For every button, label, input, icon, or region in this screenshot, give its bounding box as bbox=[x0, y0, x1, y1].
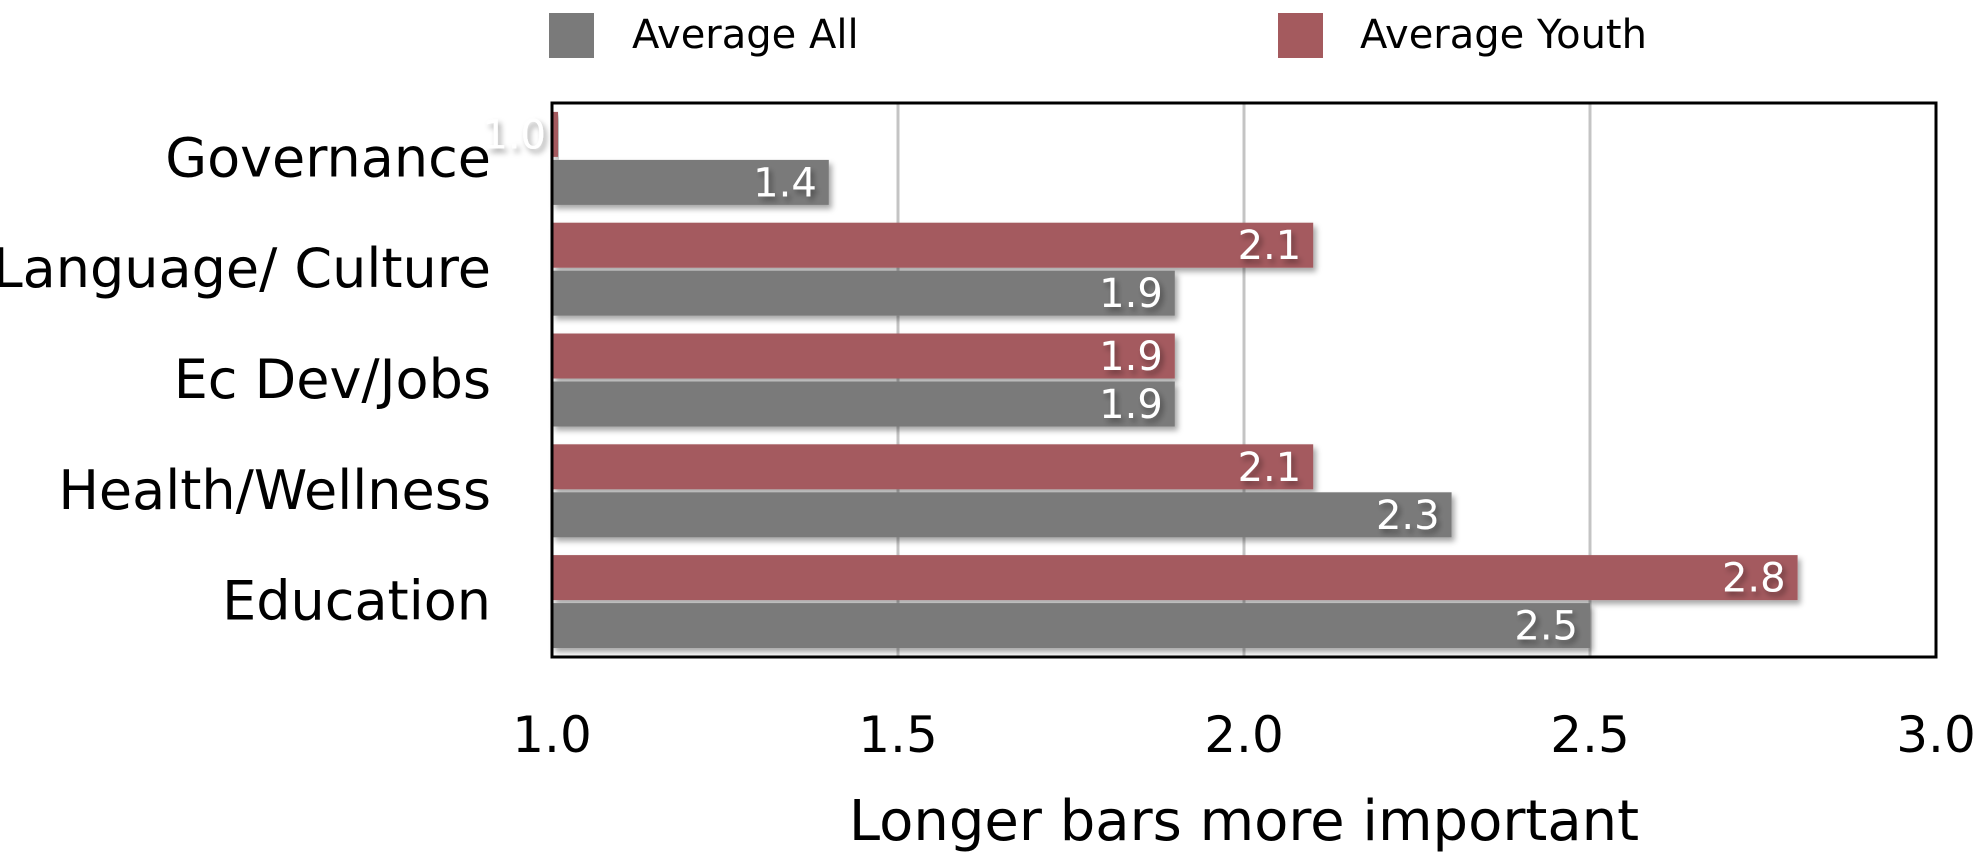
bar-value-average-youth-education: 2.8 bbox=[1722, 556, 1786, 602]
bar-value-average-all-ec-dev-jobs: 1.9 bbox=[1099, 382, 1163, 428]
legend: Average All Average Youth bbox=[549, 12, 1647, 58]
bar-value-average-youth-language-culture: 2.1 bbox=[1238, 223, 1302, 269]
legend-label-average-youth: Average Youth bbox=[1360, 12, 1647, 58]
category-label-health-wellness: Health/Wellness bbox=[58, 459, 491, 522]
category-label-education: Education bbox=[222, 570, 491, 633]
bar-average-all-governance bbox=[552, 159, 829, 205]
bar-labels: 1.01.42.11.91.91.92.12.32.82.5 bbox=[482, 112, 1785, 649]
bar-average-youth-ec-dev-jobs bbox=[552, 333, 1175, 379]
bar-average-youth-education bbox=[552, 555, 1798, 601]
bar-average-all-education bbox=[552, 603, 1590, 649]
x-tick-labels: 1.0 1.5 2.0 2.5 3.0 bbox=[512, 706, 1976, 764]
category-label-governance: Governance bbox=[165, 126, 491, 189]
x-tick-1-5: 1.5 bbox=[858, 706, 938, 764]
legend-label-average-all: Average All bbox=[632, 12, 859, 58]
category-labels: Governance Language/ Culture Ec Dev/Jobs He… bbox=[0, 126, 491, 632]
bar-value-average-youth-health-wellness: 2.1 bbox=[1238, 445, 1302, 491]
x-tick-2-0: 2.0 bbox=[1204, 706, 1284, 764]
category-label-ec-dev-jobs: Ec Dev/Jobs bbox=[174, 348, 491, 411]
bar-value-average-youth-governance: 1.0 bbox=[482, 112, 546, 158]
bar-average-youth-health-wellness bbox=[552, 444, 1314, 490]
bar-average-all-ec-dev-jobs bbox=[552, 381, 1175, 427]
x-tick-3-0: 3.0 bbox=[1896, 706, 1976, 764]
bar-value-average-all-language-culture: 1.9 bbox=[1099, 271, 1163, 317]
legend-swatch-average-youth bbox=[1278, 13, 1323, 58]
bar-value-average-all-health-wellness: 2.3 bbox=[1376, 493, 1440, 539]
legend-swatch-average-all bbox=[549, 13, 594, 58]
category-label-language-culture: Language/ Culture bbox=[0, 237, 491, 300]
bar-average-youth-governance bbox=[552, 111, 558, 157]
plot-frame bbox=[550, 101, 1938, 659]
bar-average-youth-language-culture bbox=[552, 222, 1314, 268]
x-axis-label: Longer bars more important bbox=[849, 789, 1639, 852]
bar-value-average-all-education: 2.5 bbox=[1514, 604, 1578, 650]
bar-average-all-health-wellness bbox=[552, 492, 1452, 538]
bars bbox=[552, 111, 1798, 649]
bar-average-all-language-culture bbox=[552, 270, 1175, 316]
bar-value-average-all-governance: 1.4 bbox=[753, 160, 817, 206]
bar-value-average-youth-ec-dev-jobs: 1.9 bbox=[1099, 334, 1163, 380]
x-tick-1-0: 1.0 bbox=[512, 706, 592, 764]
x-tick-2-5: 2.5 bbox=[1550, 706, 1630, 764]
